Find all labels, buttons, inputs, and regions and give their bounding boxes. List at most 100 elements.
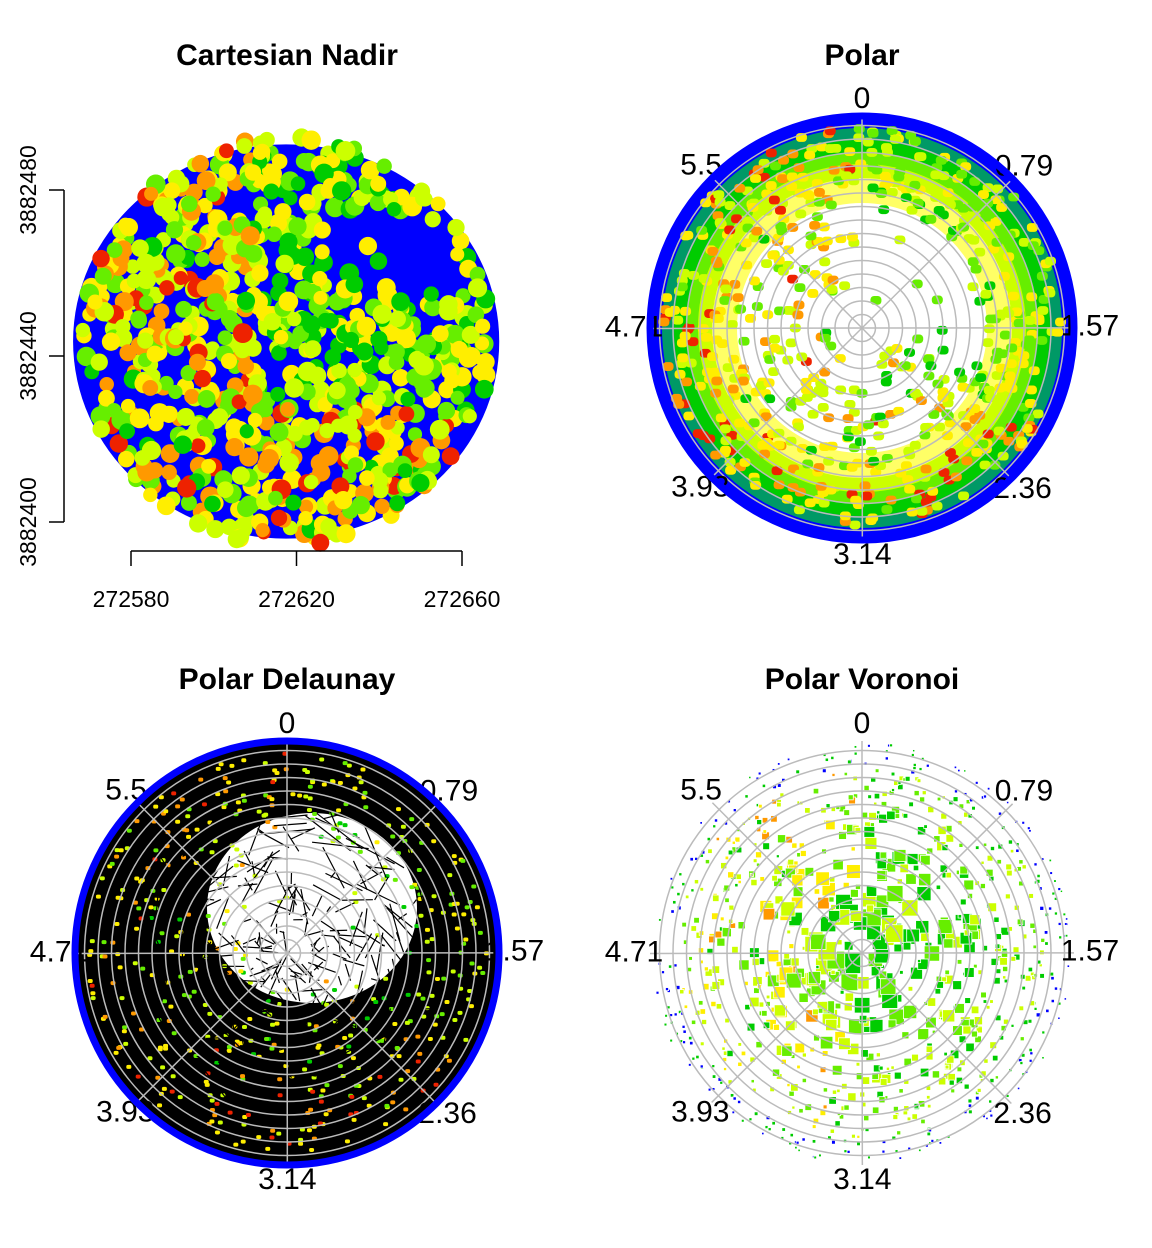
point	[218, 762, 224, 767]
cell	[943, 1051, 948, 1057]
cell	[941, 844, 949, 852]
point	[272, 768, 278, 773]
point	[335, 141, 356, 161]
point	[186, 834, 192, 839]
cell	[744, 794, 749, 799]
point	[262, 761, 268, 766]
point	[94, 267, 112, 285]
cell	[731, 946, 739, 954]
point	[911, 494, 923, 504]
mesh-edge	[274, 969, 280, 984]
cell	[958, 842, 964, 848]
point	[242, 1115, 248, 1120]
cell	[850, 846, 856, 852]
point	[416, 992, 422, 997]
point	[727, 384, 739, 394]
point	[191, 154, 210, 173]
cell	[762, 907, 776, 921]
cell	[886, 810, 896, 821]
point	[337, 780, 343, 785]
theta-label: 0	[854, 82, 871, 115]
point	[933, 205, 945, 215]
cell	[670, 909, 675, 914]
point	[270, 1128, 276, 1133]
cell	[822, 1087, 828, 1093]
point	[301, 130, 321, 150]
cell	[772, 1068, 781, 1077]
cell	[723, 1067, 728, 1072]
point	[288, 217, 307, 236]
point	[224, 909, 230, 914]
cell	[724, 897, 730, 903]
point	[715, 413, 727, 423]
point	[974, 247, 986, 257]
point	[247, 412, 263, 428]
point	[303, 474, 319, 490]
cell	[801, 1137, 806, 1142]
cell	[911, 1053, 919, 1062]
point	[885, 495, 897, 505]
point	[463, 1037, 469, 1042]
cell	[714, 818, 719, 823]
point	[396, 1054, 402, 1059]
point	[231, 466, 250, 485]
point	[804, 498, 816, 508]
point	[977, 190, 989, 199]
point	[136, 906, 142, 911]
cell	[1050, 976, 1055, 981]
point	[114, 922, 120, 927]
point	[905, 160, 917, 169]
point	[263, 183, 280, 200]
point	[235, 800, 241, 805]
point	[975, 373, 987, 382]
point	[106, 242, 123, 258]
point	[370, 175, 387, 192]
point	[360, 160, 380, 180]
point	[957, 203, 969, 213]
cell	[860, 1049, 869, 1058]
point	[332, 181, 352, 201]
mesh-edge	[203, 954, 234, 959]
point	[270, 1022, 276, 1027]
cell	[765, 994, 771, 1000]
point	[256, 1135, 262, 1140]
point	[240, 956, 246, 961]
cell	[956, 1066, 963, 1073]
cell	[894, 813, 901, 819]
cell	[831, 1139, 836, 1145]
mesh-edge	[198, 915, 205, 935]
cell	[683, 939, 689, 945]
cell	[956, 959, 963, 965]
point	[354, 984, 360, 989]
point	[324, 1083, 330, 1088]
cell	[880, 801, 888, 808]
cell	[990, 957, 999, 966]
cell	[963, 1083, 970, 1090]
point	[374, 840, 380, 845]
point	[265, 998, 271, 1003]
point	[800, 385, 812, 395]
point	[119, 423, 136, 440]
mesh-edge	[260, 937, 275, 945]
cell	[985, 1116, 989, 1121]
point	[336, 808, 342, 813]
cell	[734, 883, 739, 888]
cell	[980, 991, 987, 999]
point	[234, 528, 250, 544]
point	[271, 272, 289, 290]
cell	[679, 989, 685, 995]
cell	[753, 987, 760, 994]
cell	[695, 1054, 700, 1060]
point	[207, 1011, 213, 1016]
point	[119, 996, 125, 1001]
cell	[868, 812, 877, 821]
point	[390, 1100, 396, 1105]
point	[859, 481, 871, 491]
mesh-edge	[278, 1041, 306, 1051]
mesh-edge	[322, 846, 345, 889]
cell	[688, 956, 693, 961]
cell	[800, 927, 810, 936]
point	[745, 313, 757, 323]
point	[1008, 192, 1020, 202]
cell	[889, 743, 893, 748]
